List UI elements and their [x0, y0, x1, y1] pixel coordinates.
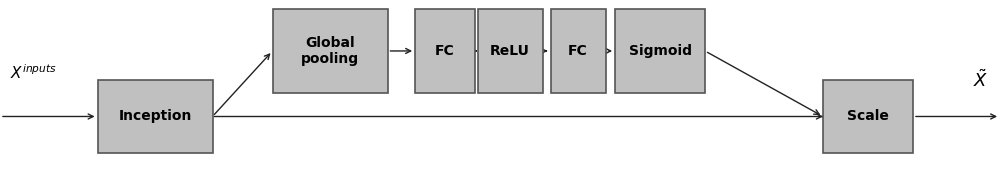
FancyBboxPatch shape — [615, 9, 705, 93]
FancyBboxPatch shape — [550, 9, 606, 93]
Text: Sigmoid: Sigmoid — [629, 44, 692, 58]
Text: FC: FC — [435, 44, 455, 58]
Text: Global
pooling: Global pooling — [301, 36, 359, 66]
Text: $X^{inputs}$: $X^{inputs}$ — [10, 64, 57, 82]
FancyBboxPatch shape — [478, 9, 542, 93]
Text: ReLU: ReLU — [490, 44, 530, 58]
FancyBboxPatch shape — [415, 9, 475, 93]
Text: FC: FC — [568, 44, 588, 58]
FancyBboxPatch shape — [272, 9, 388, 93]
Text: Scale: Scale — [847, 110, 889, 123]
Text: $\tilde{X}$: $\tilde{X}$ — [973, 69, 988, 91]
FancyBboxPatch shape — [98, 80, 213, 153]
FancyBboxPatch shape — [823, 80, 913, 153]
Text: Inception: Inception — [118, 110, 192, 123]
